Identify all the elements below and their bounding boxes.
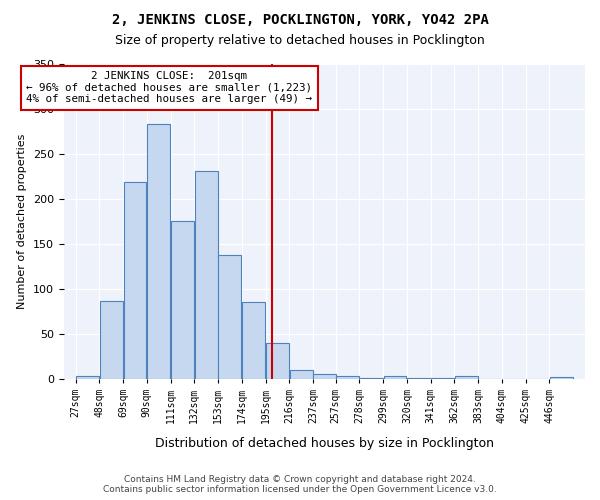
Bar	[242, 302, 265, 379]
Bar	[266, 343, 289, 379]
Bar	[171, 222, 194, 379]
Bar	[360, 378, 383, 379]
X-axis label: Distribution of detached houses by size in Pocklington: Distribution of detached houses by size …	[155, 437, 494, 450]
Bar	[290, 370, 313, 379]
Text: Contains HM Land Registry data © Crown copyright and database right 2024.
Contai: Contains HM Land Registry data © Crown c…	[103, 474, 497, 494]
Bar	[218, 254, 241, 379]
Bar	[100, 300, 122, 379]
Bar	[336, 376, 359, 379]
Bar	[147, 124, 170, 379]
Bar	[455, 376, 478, 379]
Bar	[431, 378, 454, 379]
Bar	[550, 377, 572, 379]
Bar	[124, 182, 146, 379]
Y-axis label: Number of detached properties: Number of detached properties	[17, 134, 27, 309]
Bar	[407, 378, 430, 379]
Bar	[313, 374, 337, 379]
Text: 2, JENKINS CLOSE, POCKLINGTON, YORK, YO42 2PA: 2, JENKINS CLOSE, POCKLINGTON, YORK, YO4…	[112, 12, 488, 26]
Text: Size of property relative to detached houses in Pocklington: Size of property relative to detached ho…	[115, 34, 485, 47]
Text: 2 JENKINS CLOSE:  201sqm
← 96% of detached houses are smaller (1,223)
4% of semi: 2 JENKINS CLOSE: 201sqm ← 96% of detache…	[26, 71, 313, 104]
Bar	[76, 376, 99, 379]
Bar	[195, 171, 218, 379]
Bar	[383, 376, 406, 379]
